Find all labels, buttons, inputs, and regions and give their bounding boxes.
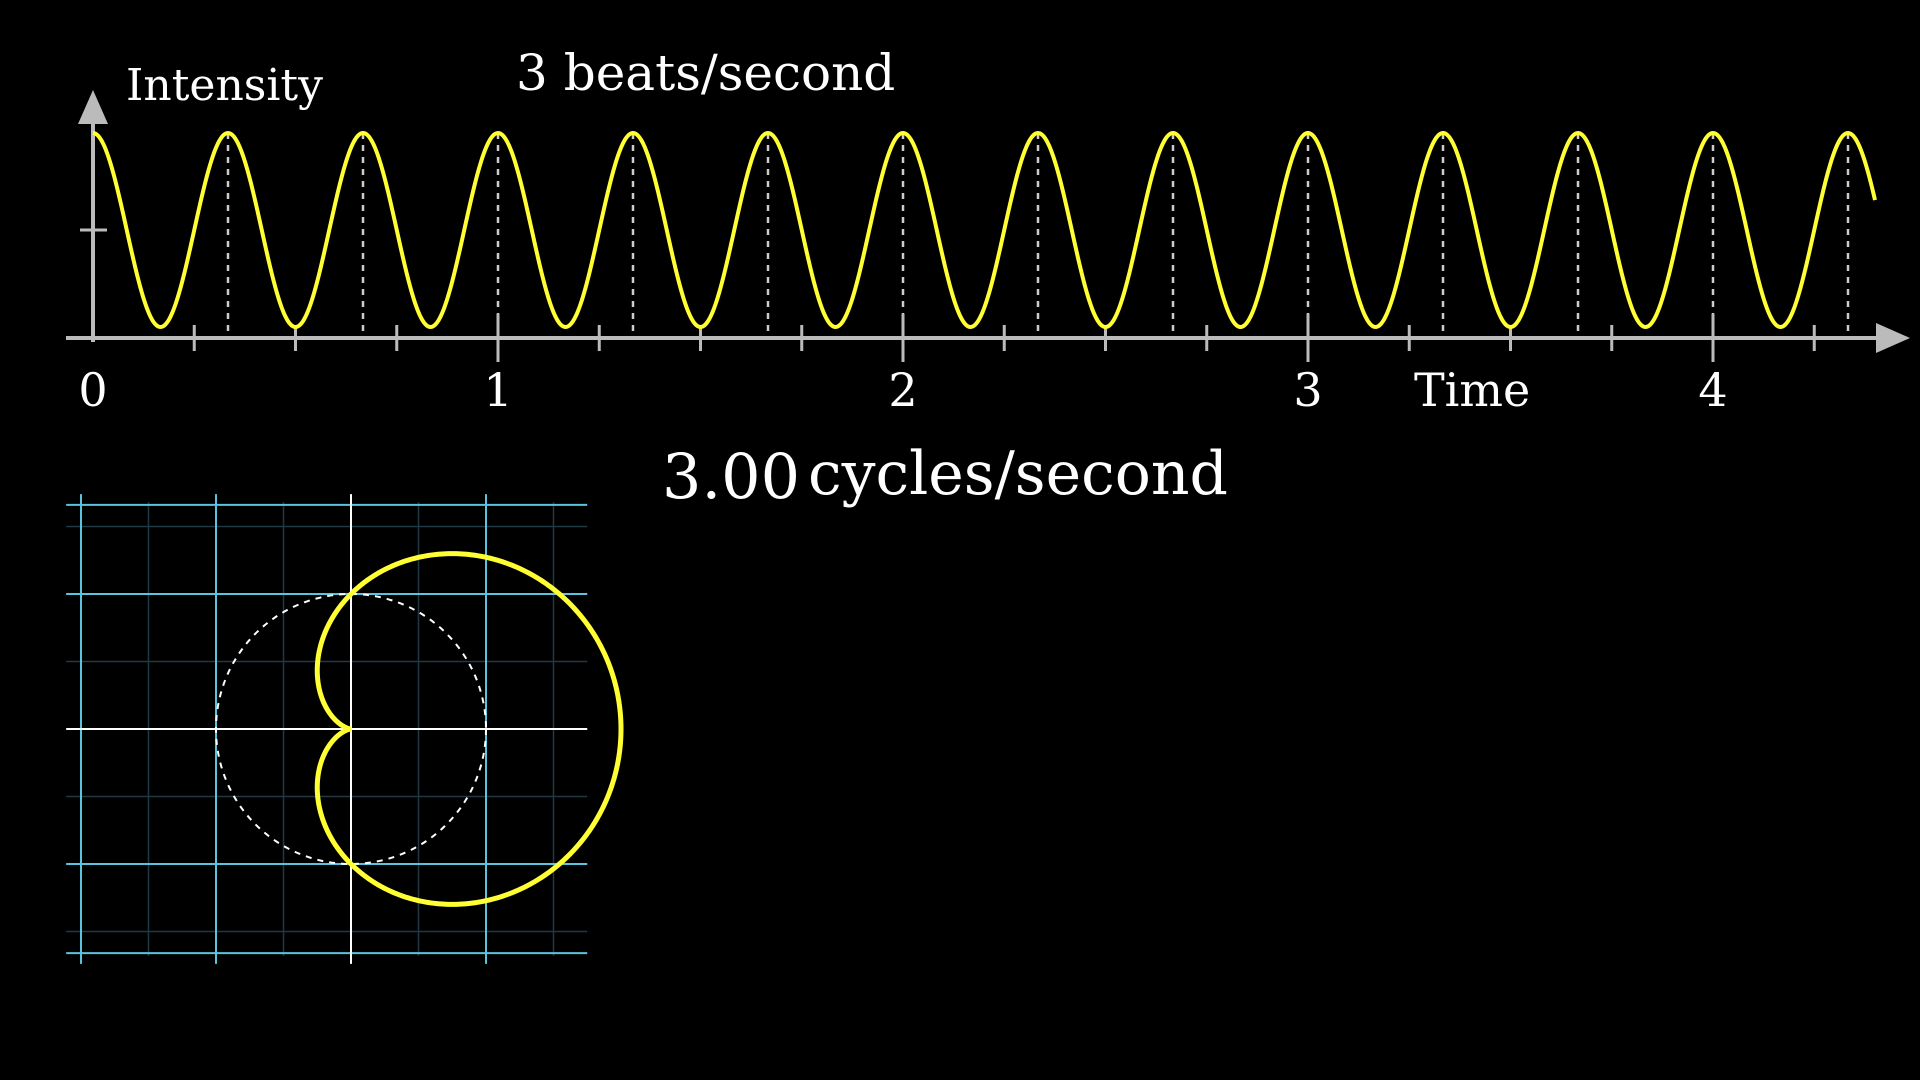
winding-frequency-readout: 3.00 cycles/second <box>662 439 1228 513</box>
intensity-axis-label: Intensity <box>126 60 323 111</box>
time-tick-label-2: 2 <box>888 363 917 417</box>
winding-frequency-unit: cycles/second <box>808 439 1228 509</box>
intensity-wave <box>92 130 1877 330</box>
plane-grid <box>66 494 588 964</box>
time-tick-labels: 0 1 2 3 4 <box>78 363 1727 417</box>
time-axis-label: Time <box>1414 363 1530 417</box>
peak-marker-lines <box>226 133 1850 338</box>
time-tick-label-0: 0 <box>78 363 107 417</box>
time-axis-arrow-icon <box>1876 323 1910 353</box>
time-tick-label-4: 4 <box>1698 363 1727 417</box>
time-tick-label-3: 3 <box>1293 363 1322 417</box>
time-tick-label-1: 1 <box>483 363 512 417</box>
intensity-axis-arrow-icon <box>78 90 108 124</box>
top-graph: 0 1 2 3 4 Intensity Time 3 beats/second <box>66 44 1910 417</box>
winding-frequency-value: 3.00 <box>662 440 800 513</box>
reference-circle <box>215 593 487 865</box>
complex-plane <box>66 494 624 964</box>
winding-curve <box>314 551 624 907</box>
beats-title: 3 beats/second <box>516 44 895 102</box>
